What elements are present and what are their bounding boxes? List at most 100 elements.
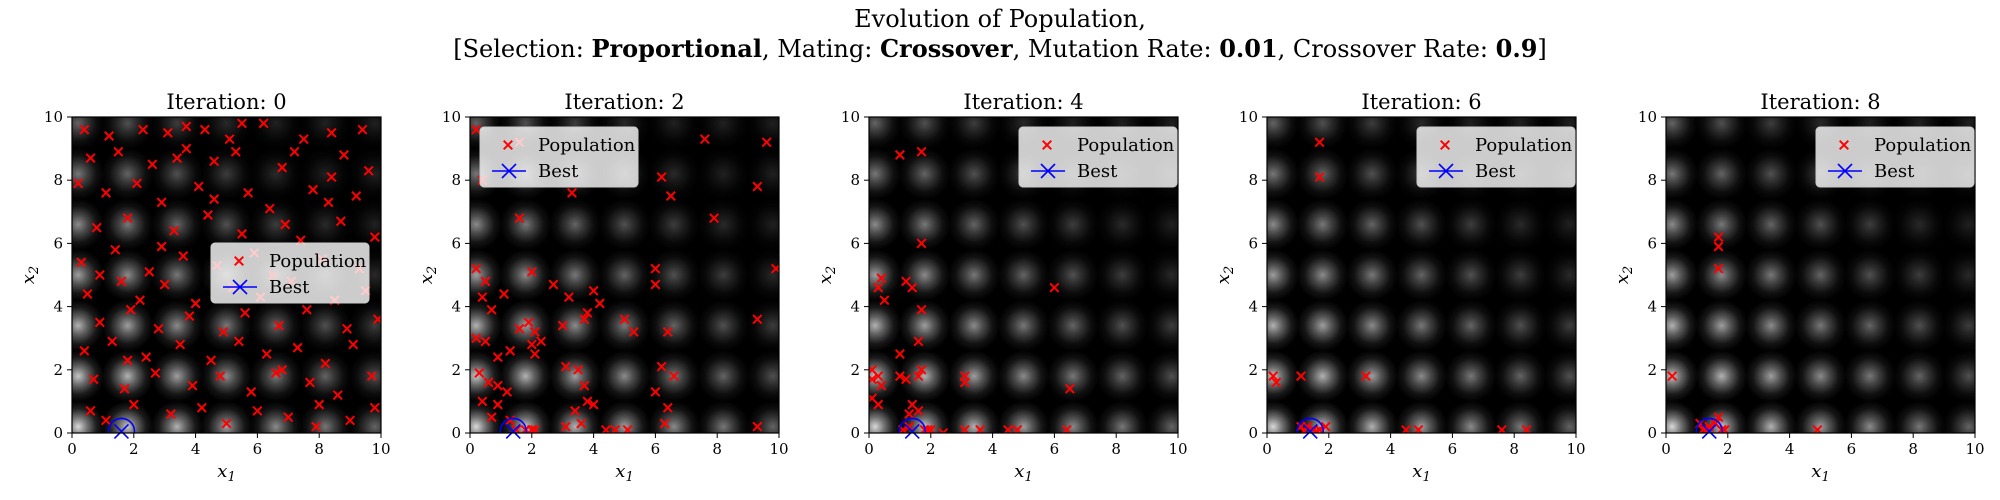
landscape-peak [1843, 400, 1896, 433]
landscape-peak [948, 198, 1001, 251]
population-point [181, 121, 192, 132]
population-point [1268, 371, 1279, 382]
landscape-peak [997, 198, 1050, 251]
landscape-peak [1395, 299, 1448, 352]
x-tick-label: 2 [1723, 440, 1733, 458]
landscape-peak [1096, 299, 1149, 352]
population-point [236, 228, 247, 239]
best-point [1701, 423, 1717, 439]
landscape-peak [1543, 249, 1576, 301]
population-point [156, 241, 167, 252]
population-point [131, 178, 142, 189]
legend-population-marker [502, 139, 514, 151]
population-point [529, 348, 540, 360]
population-point [876, 273, 887, 284]
landscape-peak [101, 350, 154, 403]
population-point [650, 263, 661, 274]
population-point [116, 276, 127, 287]
population-point [588, 285, 599, 296]
landscape-peak [1046, 400, 1099, 433]
panel-title: Iteration: 4 [963, 90, 1083, 114]
population-point [557, 320, 568, 331]
population-point [492, 399, 503, 410]
landscape-peak [499, 400, 552, 433]
title-segment: ] [1537, 35, 1546, 63]
landscape-peak [1346, 400, 1399, 433]
landscape-peak [1794, 400, 1847, 433]
best-circle [107, 417, 136, 433]
legend-population-marker [1041, 139, 1053, 151]
landscape-peak [1666, 400, 1699, 433]
landscape-peak [1395, 350, 1448, 403]
x-axis-label: x1 [1412, 461, 1430, 485]
y-axis-label: x2 [815, 266, 839, 284]
x-axis-label: x1 [1014, 461, 1032, 485]
population-point [311, 421, 322, 432]
population-point [659, 418, 670, 429]
landscape-peak [1843, 299, 1896, 352]
landscape-peak [299, 350, 352, 403]
landscape-peak [1395, 400, 1448, 433]
landscape-peak [151, 147, 204, 200]
y-tick-label: 8 [850, 171, 860, 189]
population-point [125, 304, 136, 315]
y-tick-label: 4 [850, 298, 860, 316]
legend: Population Best [210, 242, 370, 304]
y-tick-label: 4 [53, 298, 63, 316]
population-point [471, 124, 482, 135]
population-point [619, 314, 630, 325]
landscape-peak [746, 198, 779, 251]
population-point [332, 390, 343, 401]
population-point [576, 418, 587, 429]
population-point [752, 314, 763, 325]
x-tick-label: 4 [1386, 440, 1396, 458]
title-segment: Proportional [591, 34, 761, 63]
landscape-peak [249, 400, 302, 433]
population-point [342, 323, 353, 334]
y-tick-label: 10 [1239, 108, 1258, 126]
population-point [240, 307, 251, 318]
x-tick-label: 6 [1847, 440, 1857, 458]
y-axis-label: x2 [1612, 266, 1636, 284]
population-point [326, 172, 337, 183]
population-point [916, 364, 927, 375]
x-tick-label: 10 [1965, 440, 1984, 458]
landscape-peak [1942, 198, 1975, 251]
y-tick-label: 2 [1248, 361, 1258, 379]
landscape-peak [1444, 198, 1497, 251]
population-point [264, 203, 275, 214]
landscape-peak [869, 400, 902, 433]
population-point [876, 380, 887, 391]
population-point [85, 405, 96, 416]
population-point [196, 402, 207, 413]
population-point [492, 380, 503, 391]
population-point [1360, 371, 1371, 382]
landscape-peak [997, 350, 1050, 403]
population-point [298, 134, 309, 145]
panel-title: Iteration: 0 [166, 90, 286, 114]
population-point [236, 118, 247, 129]
population-point [187, 380, 198, 391]
landscape-peak [1666, 299, 1699, 352]
landscape-peak [898, 198, 951, 251]
population-point [894, 149, 905, 160]
landscape-peak [948, 350, 1001, 403]
landscape-peak [348, 198, 381, 251]
landscape-peak [598, 400, 651, 433]
landscape-peak [499, 198, 552, 251]
population-point [907, 282, 918, 293]
landscape-peak [549, 299, 602, 352]
population-point [594, 298, 605, 309]
landscape-peak [101, 198, 154, 251]
best-point [113, 423, 130, 439]
landscape-peak [1543, 350, 1576, 403]
x-tick-label: 0 [465, 440, 475, 458]
best-circle [898, 417, 927, 433]
population-point [150, 367, 161, 378]
landscape-peak [869, 117, 902, 150]
best-circle [1296, 417, 1325, 433]
landscape-peak [1145, 198, 1178, 251]
population-point [938, 427, 949, 433]
x-axis-label: x1 [615, 461, 633, 485]
landscape-peak [249, 299, 302, 352]
